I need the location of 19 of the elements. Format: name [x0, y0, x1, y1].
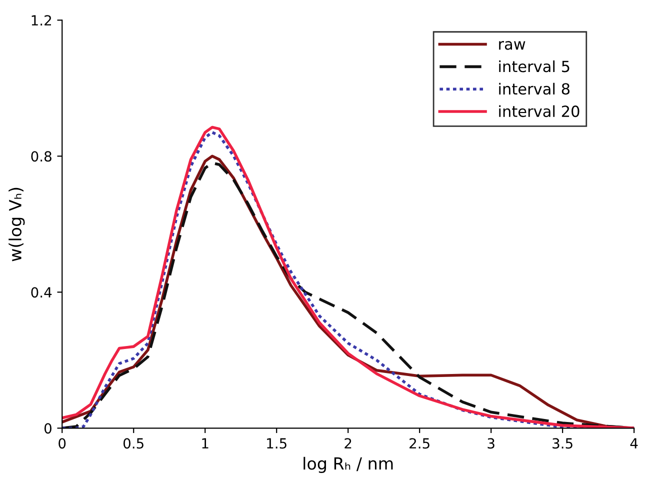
legend-label: interval 5 [499, 60, 570, 72]
y-tick-label: 0 [44, 423, 52, 434]
x-tick-label: 1.5 [267, 438, 286, 449]
x-tick-label: 0 [58, 438, 66, 449]
x-tick-label: 4 [630, 438, 638, 448]
x-tick-label: 3.5 [552, 438, 572, 449]
legend-label: interval 20 [499, 105, 580, 118]
y-axis-title: w(log Vₕ) [8, 188, 25, 262]
x-tick-label: 2 [344, 438, 352, 448]
x-tick-label: 1 [202, 438, 208, 448]
y-tick-label: 1.2 [32, 15, 51, 26]
legend-label: interval 8 [499, 82, 570, 95]
x-tick-label: 0.5 [123, 438, 144, 449]
legend-label: raw [499, 41, 526, 50]
y-tick-label: 0.4 [31, 287, 52, 298]
x-tick-label: 2.5 [410, 438, 430, 449]
y-tick-label: 0.8 [31, 151, 52, 162]
x-tick-label: 3 [488, 438, 494, 449]
x-axis-title: log Rₕ / nm [304, 456, 393, 474]
